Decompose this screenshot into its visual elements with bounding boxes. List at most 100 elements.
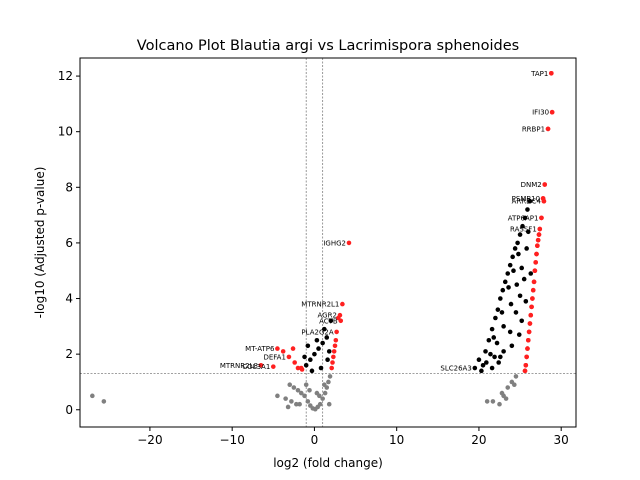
significant-point: [519, 265, 525, 271]
significant-point: [290, 346, 296, 351]
gene-label: TAP1: [530, 70, 548, 78]
significant-point: [271, 364, 276, 369]
significant-point: [508, 301, 514, 307]
significant-point: [483, 349, 488, 354]
significant-point: [535, 237, 541, 243]
significant-point: [312, 351, 317, 357]
significant-point: [529, 304, 534, 310]
significant-point: [299, 367, 305, 372]
significant-point: [480, 362, 486, 368]
non-significant-point: [317, 401, 323, 407]
y-axis: 0 2 4 6 8 10 12: [58, 69, 80, 417]
non-significant-point: [326, 401, 332, 407]
significant-point: [536, 232, 542, 237]
significant-point: [498, 296, 503, 301]
significant-point: [324, 335, 330, 340]
chart-title: Volcano Plot Blautia argi vs Lacrimispor…: [137, 38, 519, 54]
significant-point: [334, 329, 339, 335]
significant-point: [309, 368, 315, 374]
significant-point: [530, 296, 535, 301]
significant-point: [528, 312, 534, 318]
gene-label: DEFA1: [263, 353, 285, 361]
significant-point: [537, 226, 543, 232]
significant-point: [523, 362, 529, 368]
significant-point: [494, 340, 500, 346]
significant-point: [533, 260, 538, 265]
significant-point: [321, 326, 327, 332]
significant-point: [484, 360, 489, 365]
significant-point: [493, 315, 498, 321]
significant-point: [495, 307, 501, 312]
significant-point: [489, 365, 495, 371]
significant-point: [517, 293, 523, 299]
non-significant-point: [314, 390, 320, 396]
significant-point: [517, 232, 523, 237]
gene-label: IFI30: [532, 109, 549, 117]
significant-point: [512, 246, 518, 251]
significant-point: [275, 346, 280, 351]
significant-point: [499, 310, 505, 315]
significant-point: [318, 365, 324, 371]
significant-point: [506, 285, 511, 290]
significant-point: [509, 343, 515, 349]
y-tick-label: 0: [65, 403, 73, 417]
significant-point: [525, 337, 531, 343]
non-significant-point: [101, 399, 107, 404]
non-significant-point: [322, 390, 328, 396]
significant-point: [314, 337, 320, 343]
significant-point: [303, 362, 309, 368]
significant-point: [295, 365, 301, 371]
gene-label: ACTB: [319, 317, 338, 325]
significant-point: [524, 354, 529, 360]
x-tick-label: 10: [389, 433, 404, 447]
significant-point: [510, 254, 515, 260]
non-significant-point: [298, 390, 304, 396]
significant-point: [523, 299, 529, 304]
significant-point: [335, 315, 341, 321]
significant-point: [527, 321, 533, 326]
significant-point: [502, 279, 508, 285]
significant-point: [476, 357, 482, 363]
gene-label: ARRDC4: [512, 198, 542, 206]
non-significant-point: [289, 399, 294, 404]
significant-point: [522, 215, 528, 221]
gene-label: ATP6AP1: [508, 214, 539, 222]
significant-point: [526, 329, 532, 335]
significant-point: [486, 337, 492, 343]
non-significant-point: [512, 382, 517, 388]
significant-point: [505, 271, 511, 276]
significant-point: [527, 198, 533, 204]
significant-point: [514, 282, 520, 287]
significant-point: [331, 354, 336, 360]
non-significant-point: [295, 387, 301, 393]
x-tick-label: 20: [471, 433, 486, 447]
significant-point: [325, 357, 330, 363]
non-significant-point: [321, 382, 327, 388]
x-axis: −20 −10 0 10 20 30: [137, 427, 569, 447]
significant-point: [525, 207, 530, 212]
non-significant-point: [497, 401, 502, 407]
gene-label: MT-ATP6: [245, 345, 275, 353]
gene-label: COL3A1: [242, 363, 270, 371]
significant-point: [280, 349, 286, 354]
gene-label: RRBP1: [522, 125, 545, 133]
x-tick-label: −10: [220, 433, 245, 447]
gene-label: PSMB10: [512, 195, 540, 203]
y-tick-label: 8: [65, 180, 73, 194]
significant-point: [496, 360, 501, 365]
gene-label: MTRNR2L1: [301, 301, 339, 309]
significant-point: [328, 318, 334, 324]
significant-point: [519, 318, 525, 324]
plot-frame: [79, 57, 577, 428]
significant-point: [535, 243, 540, 248]
non-significant-point: [327, 374, 333, 379]
significant-point: [522, 368, 528, 374]
non-significant-point: [499, 390, 505, 396]
significant-point: [541, 198, 547, 204]
significant-point: [326, 349, 332, 354]
non-significant-point: [307, 387, 312, 393]
significant-point: [525, 229, 531, 235]
non-significant-point: [513, 374, 519, 379]
non-significant-point: [484, 399, 490, 404]
non-significant-point: [283, 396, 288, 401]
